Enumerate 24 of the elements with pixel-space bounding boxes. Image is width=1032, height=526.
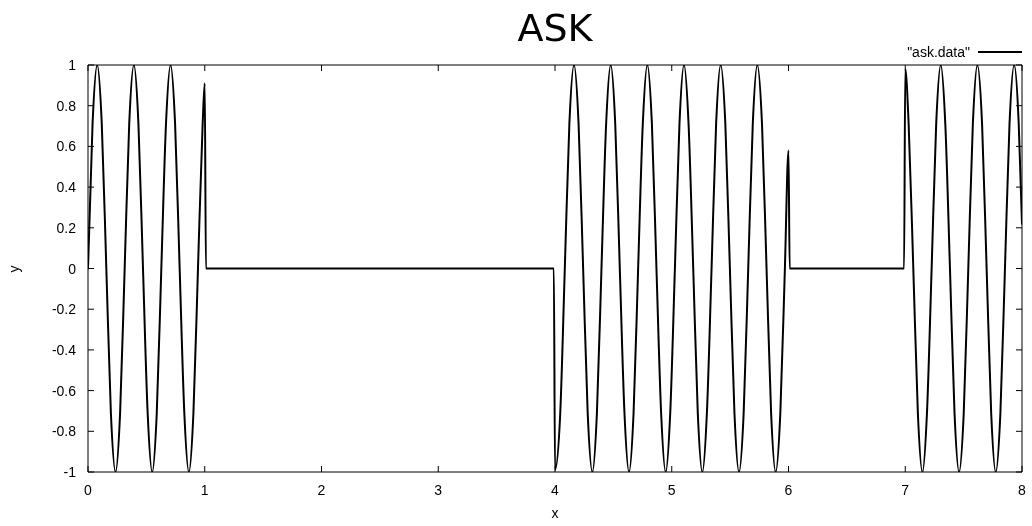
y-tick-label: -0.6 [51,382,77,399]
x-tick-label: 5 [667,482,676,498]
y-tick-label: 1 [68,57,77,73]
legend-label: "ask.data" [907,43,970,61]
y-tick-label: -1 [63,464,77,480]
x-tick-label: 0 [84,482,93,498]
x-tick-label: 3 [434,482,443,498]
y-tick-label: 0.8 [56,97,77,114]
y-tick-label: -0.2 [51,301,77,318]
y-tick-label: 0 [68,260,77,277]
y-tick-label: 0.4 [56,179,77,196]
chart-title: ASK [517,6,593,50]
x-tick-label: 7 [901,482,910,498]
x-tick-label: 6 [784,482,793,498]
x-tick-label: 4 [551,482,560,498]
x-tick-label: 1 [200,482,209,498]
y-tick-label: 0.6 [56,138,77,155]
x-tick-label: 2 [317,482,326,498]
y-tick-label: -0.8 [51,423,77,440]
y-tick-label: -0.4 [51,341,77,358]
y-axis-title: y [5,265,23,272]
x-tick-label: 8 [1018,482,1027,498]
y-tick-label: 0.2 [56,219,77,236]
x-axis-title: x [550,504,560,522]
